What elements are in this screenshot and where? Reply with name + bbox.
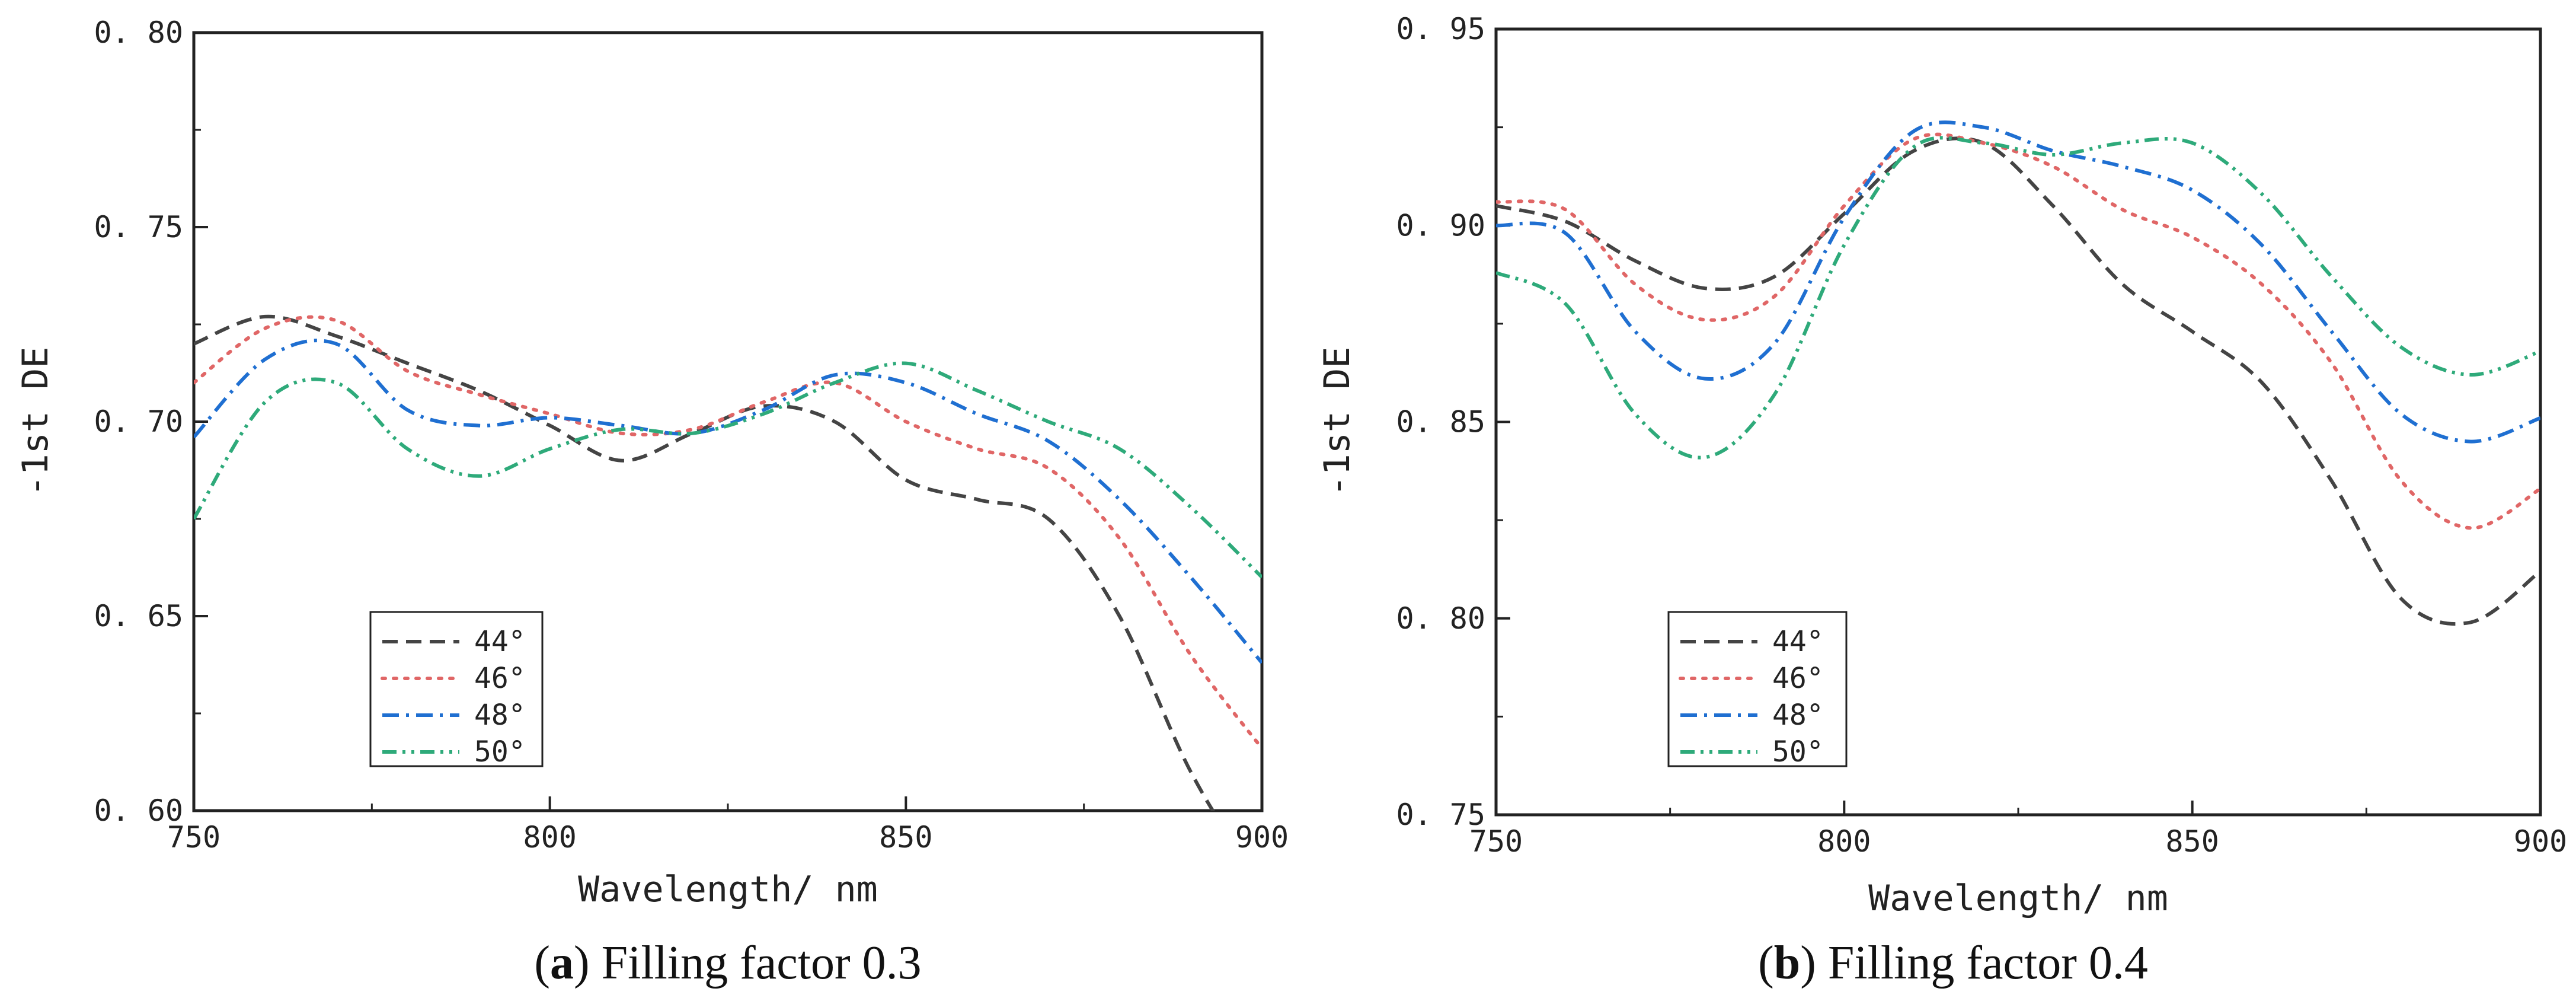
panel-b-plot-frame <box>1494 27 2542 817</box>
series-line-2 <box>194 339 1262 664</box>
panel-b-chart: 750 800 850 900 0. 75 0. 80 0. 85 0. 90 0. 95 Wa… <box>1316 12 2567 919</box>
x-tick-label: 850 <box>2166 824 2219 859</box>
panel-b-x-axis-label: Wavelength/ nm <box>1868 878 2168 919</box>
panel-b-legend-box <box>1667 611 1848 767</box>
panel-b-series <box>1496 120 2540 626</box>
panel-a-legend: 44° 46° 48°50° <box>369 611 544 769</box>
series-line-3 <box>194 361 1262 579</box>
legend-label-2: 48° <box>474 699 526 732</box>
y-tick-label: 0. 60 <box>94 793 183 828</box>
x-tick-label: 900 <box>1235 820 1289 855</box>
y-tick-label: 0. 65 <box>94 599 183 633</box>
panel-b-caption-text: Filling factor 0.4 <box>1828 937 2148 989</box>
series-line-3 <box>1496 136 2540 460</box>
y-tick-label: 0. 75 <box>1396 798 1485 832</box>
panel-a-ticks: 750 800 850 900 0. 60 0. 65 0. 70 0. 75 0. 80 <box>94 15 1289 855</box>
panel-b-legend: 44° 46° 48°50° <box>1667 611 1848 769</box>
panel-a-chart: 750 800 850 900 0. 60 0. 65 0. 70 0. 75 0. 80 Wa… <box>15 15 1289 910</box>
y-tick-label: 0. 90 <box>1396 208 1485 243</box>
panel-b-caption-letter: b <box>1774 937 1801 989</box>
y-tick-label: 0. 95 <box>1396 12 1485 46</box>
panel-a-caption-text: Filling factor 0.3 <box>602 937 922 989</box>
x-tick-label: 900 <box>2514 824 2567 859</box>
legend-label-3: 50° <box>474 735 526 769</box>
y-tick-label: 0. 80 <box>1396 601 1485 636</box>
panel-a-plot-frame <box>192 31 1264 812</box>
x-tick-label: 850 <box>879 820 932 855</box>
panel-a-y-axis-label: -1st DE <box>15 347 56 497</box>
panel-b-y-axis-label: -1st DE <box>1316 347 1358 497</box>
panel-a-legend-box <box>369 611 544 767</box>
series-line-2 <box>1496 120 2540 444</box>
series-line-1 <box>194 315 1262 750</box>
legend-label-1: 46° <box>474 662 526 695</box>
panel-a-x-axis-label: Wavelength/ nm <box>578 869 878 910</box>
legend-label-1: 46° <box>1772 662 1824 695</box>
x-tick-label: 750 <box>167 820 220 855</box>
x-tick-label: 750 <box>1469 824 1523 859</box>
y-tick-label: 0. 85 <box>1396 405 1485 439</box>
y-tick-label: 0. 70 <box>94 404 183 439</box>
panel-a-caption: (a) Filling factor 0.3 <box>534 937 921 989</box>
panel-a-series <box>194 314 1262 811</box>
series-line-1 <box>1496 132 2540 530</box>
panel-a-caption-letter: a <box>550 937 574 989</box>
legend-label-0: 44° <box>1772 625 1824 658</box>
series-line-0 <box>194 314 1215 811</box>
y-tick-label: 0. 80 <box>94 15 183 50</box>
series-line-0 <box>1496 136 2540 626</box>
y-tick-label: 0. 75 <box>94 210 183 244</box>
legend-label-0: 44° <box>474 625 526 658</box>
x-tick-label: 800 <box>523 820 577 855</box>
legend-label-2: 48° <box>1772 699 1824 732</box>
x-tick-label: 800 <box>1817 824 1871 859</box>
panel-b-ticks: 750 800 850 900 0. 75 0. 80 0. 85 0. 90 0. 95 <box>1396 12 2567 859</box>
legend-label-3: 50° <box>1772 735 1824 769</box>
panel-b-caption: (b) Filling factor 0.4 <box>1758 937 2148 989</box>
